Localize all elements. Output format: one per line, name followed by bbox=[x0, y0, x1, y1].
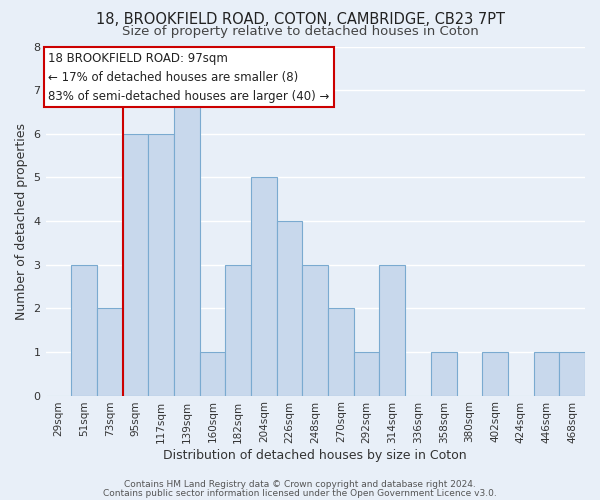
Text: Contains HM Land Registry data © Crown copyright and database right 2024.: Contains HM Land Registry data © Crown c… bbox=[124, 480, 476, 489]
Bar bbox=[226, 264, 251, 396]
Text: 18, BROOKFIELD ROAD, COTON, CAMBRIDGE, CB23 7PT: 18, BROOKFIELD ROAD, COTON, CAMBRIDGE, C… bbox=[95, 12, 505, 28]
Bar bbox=[431, 352, 457, 396]
Text: 18 BROOKFIELD ROAD: 97sqm
← 17% of detached houses are smaller (8)
83% of semi-d: 18 BROOKFIELD ROAD: 97sqm ← 17% of detac… bbox=[48, 52, 329, 102]
Bar bbox=[122, 134, 148, 396]
Bar bbox=[148, 134, 174, 396]
Bar bbox=[302, 264, 328, 396]
Bar bbox=[200, 352, 226, 396]
X-axis label: Distribution of detached houses by size in Coton: Distribution of detached houses by size … bbox=[163, 450, 467, 462]
Bar bbox=[328, 308, 354, 396]
Text: Size of property relative to detached houses in Coton: Size of property relative to detached ho… bbox=[122, 25, 478, 38]
Bar bbox=[251, 178, 277, 396]
Bar bbox=[482, 352, 508, 396]
Text: Contains public sector information licensed under the Open Government Licence v3: Contains public sector information licen… bbox=[103, 488, 497, 498]
Bar bbox=[174, 90, 200, 396]
Bar bbox=[559, 352, 585, 396]
Bar bbox=[277, 221, 302, 396]
Bar bbox=[533, 352, 559, 396]
Bar bbox=[97, 308, 122, 396]
Bar bbox=[71, 264, 97, 396]
Bar bbox=[379, 264, 405, 396]
Y-axis label: Number of detached properties: Number of detached properties bbox=[15, 122, 28, 320]
Bar bbox=[354, 352, 379, 396]
